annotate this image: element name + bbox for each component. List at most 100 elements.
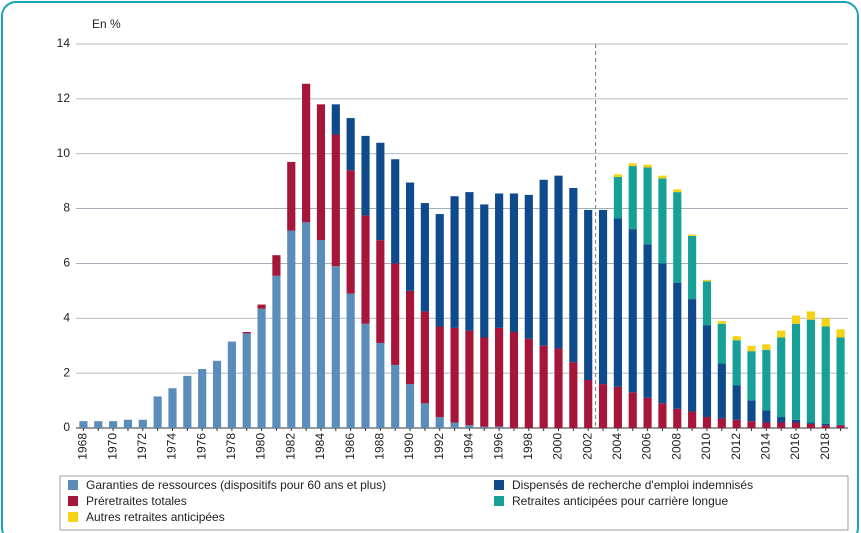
x-tick-label: 1998 (521, 433, 535, 460)
bar-segment (331, 266, 340, 428)
x-tick-label: 2010 (699, 433, 713, 460)
legend-swatch (494, 480, 504, 490)
bar-segment (480, 204, 489, 338)
bar-segment (465, 192, 474, 331)
bar-segment (732, 419, 741, 428)
bar-segment (554, 348, 563, 428)
bar-segment (569, 188, 578, 363)
x-tick-label: 2018 (818, 433, 832, 460)
bar-segment (450, 327, 459, 423)
bar-segment (777, 337, 786, 418)
bar-segment (732, 336, 741, 341)
bar-segment (391, 364, 400, 428)
bar-segment (643, 164, 652, 168)
x-tick-label: 1974 (165, 433, 179, 460)
bar-segment (257, 308, 266, 428)
y-tick-label: 10 (57, 146, 71, 160)
bar-segment (777, 422, 786, 428)
legend-swatch (494, 496, 504, 506)
x-tick-label: 1976 (194, 433, 208, 460)
legend-label: Retraites anticipées pour carrière longu… (512, 494, 728, 508)
x-tick-label: 1972 (135, 433, 149, 460)
bar-segment (450, 422, 459, 428)
bar-segment (376, 342, 385, 428)
bar-segment (673, 282, 682, 409)
bar-segment (212, 360, 222, 428)
bar-segment (495, 426, 504, 428)
bar-segment (658, 263, 667, 404)
bar-segment (836, 425, 845, 428)
bar-segment (361, 215, 370, 324)
bar-segment (435, 417, 444, 428)
bar-segment (331, 104, 340, 135)
bar-segment (791, 323, 801, 420)
x-tick-label: 1968 (76, 433, 90, 460)
bar-segment (702, 417, 712, 428)
bar-segment (821, 425, 830, 428)
bar-segment (791, 422, 801, 428)
bar-segment (613, 218, 622, 387)
x-tick-label: 2014 (759, 433, 773, 460)
bar-segment (138, 419, 147, 428)
bar-segment (658, 178, 667, 264)
bar-segment (806, 311, 815, 320)
bar-segment (658, 175, 667, 179)
y-tick-label: 12 (57, 91, 71, 105)
bar-segment (613, 177, 622, 219)
bar-segment (316, 104, 326, 241)
legend-swatch (68, 480, 78, 490)
bar-segment (79, 421, 88, 428)
bar-segment (524, 194, 533, 339)
y-tick-label: 6 (63, 256, 70, 270)
bar-segment (435, 326, 444, 418)
y-tick-label: 2 (63, 365, 70, 379)
bar-segment (821, 318, 830, 327)
x-tick-label: 1982 (283, 433, 297, 460)
bar-segment (806, 319, 815, 423)
x-tick-label: 1994 (462, 433, 476, 460)
bar-segment (123, 419, 133, 428)
bar-segment (806, 422, 815, 424)
bar-segment (747, 345, 756, 352)
bar-segment (287, 230, 296, 428)
bar-segment (539, 345, 548, 428)
bar-segment (628, 163, 637, 167)
bar-segment (405, 384, 415, 428)
bar-segment (509, 332, 519, 428)
bar-segment (109, 421, 118, 428)
bar-segment (198, 369, 207, 428)
x-tick-label: 2016 (788, 433, 802, 460)
bar-segment (465, 330, 474, 426)
x-tick-label: 1992 (432, 433, 446, 460)
bar-segment (584, 380, 593, 428)
bar-segment (791, 315, 801, 324)
bar-segment (242, 332, 251, 334)
bar-segment (257, 304, 266, 309)
bar-segment (762, 344, 771, 350)
bar-segment (702, 281, 712, 326)
bar-segment (168, 388, 177, 428)
y-tick-label: 0 (63, 420, 70, 434)
bar-segment (762, 422, 771, 428)
bar-segment (747, 421, 756, 428)
y-tick-label: 14 (57, 36, 71, 50)
bar-segment (346, 293, 355, 428)
x-tick-label: 1996 (491, 433, 505, 460)
legend-label: Autres retraites anticipées (86, 510, 225, 524)
bar-segment (628, 229, 637, 393)
bar-segment (688, 411, 697, 428)
bar-segment (717, 323, 726, 364)
legend-label: Garanties de ressources (dispositifs pou… (86, 478, 386, 492)
bar-segment (598, 384, 608, 428)
bar-segment (346, 118, 355, 171)
bar-segment (688, 234, 697, 236)
x-tick-label: 2008 (669, 433, 683, 460)
y-tick-label: 8 (63, 201, 70, 215)
x-tick-label: 1984 (313, 433, 327, 460)
bar-segment (628, 166, 637, 230)
bar-segment (405, 182, 415, 291)
bar-segment (688, 299, 697, 412)
bar-segment (643, 397, 652, 428)
x-tick-label: 1988 (373, 433, 387, 460)
bar-segment (643, 167, 652, 245)
